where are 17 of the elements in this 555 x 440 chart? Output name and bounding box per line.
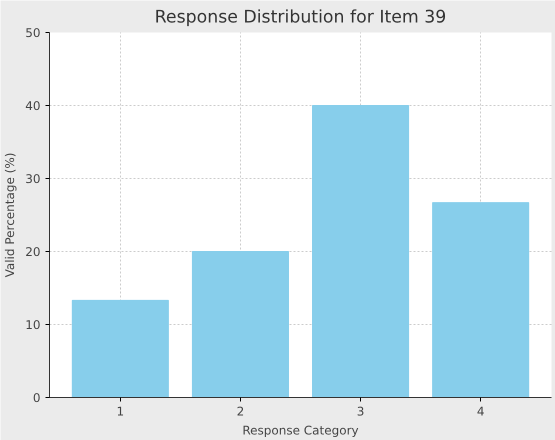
y-tick-label: 0 xyxy=(32,391,41,405)
y-tick-label: 10 xyxy=(25,318,41,332)
x-tick-label: 2 xyxy=(236,404,244,418)
chart-title: Response Distribution for Item 39 xyxy=(154,8,446,28)
bar xyxy=(72,300,169,398)
x-tick-label: 3 xyxy=(356,404,364,418)
x-axis-title: Response Category xyxy=(242,424,359,438)
y-axis-title: Valid Percentage (%) xyxy=(3,152,18,278)
y-tick-label: 30 xyxy=(25,172,41,186)
bar xyxy=(312,105,410,398)
x-tick-label: 1 xyxy=(116,404,124,418)
bar xyxy=(432,202,530,398)
bar xyxy=(192,251,289,398)
x-tick-label: 4 xyxy=(476,404,484,418)
y-tick-label: 40 xyxy=(25,99,41,113)
y-tick-label: 50 xyxy=(25,26,41,40)
y-tick-label: 20 xyxy=(25,245,41,259)
